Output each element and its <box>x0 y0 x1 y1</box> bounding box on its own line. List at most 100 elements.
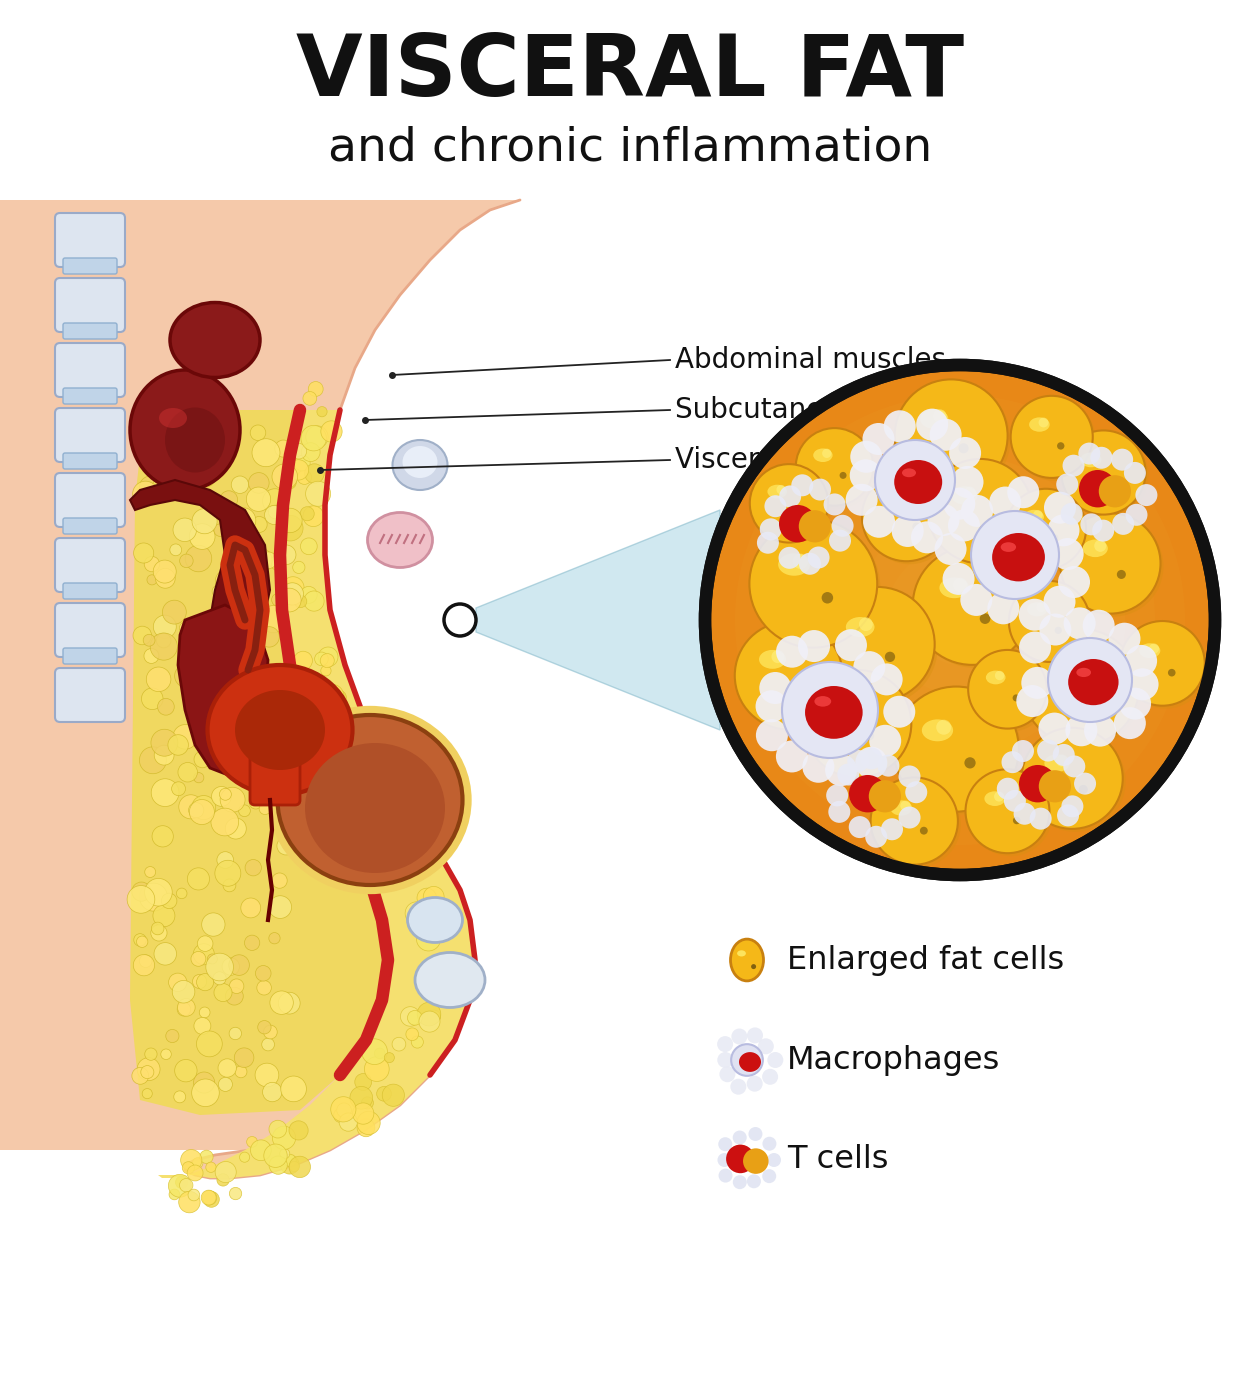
Circle shape <box>212 585 224 598</box>
Circle shape <box>948 510 980 542</box>
Circle shape <box>772 651 784 663</box>
Circle shape <box>835 630 867 662</box>
Ellipse shape <box>759 651 786 669</box>
Circle shape <box>937 720 952 735</box>
Circle shape <box>1126 645 1157 677</box>
Circle shape <box>303 506 324 527</box>
Circle shape <box>279 1148 290 1159</box>
Circle shape <box>850 441 883 473</box>
Circle shape <box>332 742 356 766</box>
Circle shape <box>320 653 335 667</box>
Circle shape <box>249 796 262 809</box>
Circle shape <box>290 1156 311 1177</box>
Circle shape <box>259 606 287 632</box>
Circle shape <box>1064 755 1085 777</box>
Circle shape <box>300 587 317 603</box>
Circle shape <box>1117 570 1126 580</box>
Circle shape <box>217 852 234 869</box>
FancyBboxPatch shape <box>55 538 125 592</box>
Circle shape <box>263 1026 277 1038</box>
Circle shape <box>1039 713 1070 745</box>
Circle shape <box>172 518 196 542</box>
Circle shape <box>428 912 448 931</box>
Circle shape <box>215 860 240 887</box>
Circle shape <box>283 1154 296 1166</box>
Circle shape <box>966 769 1050 853</box>
Circle shape <box>262 1038 274 1051</box>
Ellipse shape <box>901 468 917 477</box>
Ellipse shape <box>1076 667 1092 677</box>
Circle shape <box>353 1102 374 1125</box>
Circle shape <box>257 980 272 995</box>
Ellipse shape <box>305 744 444 873</box>
Circle shape <box>179 1191 200 1213</box>
Circle shape <box>1061 795 1084 817</box>
Circle shape <box>949 436 981 468</box>
Circle shape <box>1040 613 1071 645</box>
Text: T cells: T cells <box>787 1144 889 1176</box>
Circle shape <box>269 895 292 919</box>
Circle shape <box>144 649 159 663</box>
FancyBboxPatch shape <box>55 278 125 332</box>
Circle shape <box>303 392 317 406</box>
Circle shape <box>850 459 881 491</box>
Circle shape <box>215 1162 237 1183</box>
Circle shape <box>767 1152 781 1168</box>
Circle shape <box>189 799 214 824</box>
Circle shape <box>258 1020 271 1034</box>
Circle shape <box>175 1176 188 1188</box>
Circle shape <box>147 575 157 585</box>
Circle shape <box>807 546 830 569</box>
Circle shape <box>252 696 272 716</box>
Circle shape <box>331 1097 356 1122</box>
Circle shape <box>161 1049 171 1059</box>
Circle shape <box>987 592 1020 624</box>
Circle shape <box>272 1126 296 1150</box>
Circle shape <box>178 1002 190 1016</box>
Circle shape <box>1078 442 1100 464</box>
Circle shape <box>247 1137 258 1147</box>
Circle shape <box>755 719 788 751</box>
Circle shape <box>400 1006 421 1026</box>
Circle shape <box>321 719 336 735</box>
Circle shape <box>1012 739 1034 762</box>
Circle shape <box>1058 566 1090 598</box>
Circle shape <box>792 474 813 496</box>
Circle shape <box>208 954 218 963</box>
Circle shape <box>782 662 878 758</box>
Circle shape <box>171 781 185 795</box>
Circle shape <box>1099 475 1131 507</box>
Circle shape <box>152 905 175 927</box>
Circle shape <box>899 766 920 788</box>
Circle shape <box>1025 731 1126 831</box>
Circle shape <box>189 524 215 549</box>
Circle shape <box>154 616 176 638</box>
Circle shape <box>898 382 1011 495</box>
Circle shape <box>166 1030 179 1042</box>
Circle shape <box>144 634 155 646</box>
Circle shape <box>191 951 205 966</box>
Ellipse shape <box>805 687 862 739</box>
Circle shape <box>1013 399 1095 481</box>
Circle shape <box>146 667 171 692</box>
Circle shape <box>212 808 239 835</box>
Circle shape <box>847 751 869 771</box>
Circle shape <box>155 455 176 475</box>
Circle shape <box>767 1052 783 1068</box>
Circle shape <box>429 974 446 991</box>
Circle shape <box>335 713 347 726</box>
Circle shape <box>762 1169 777 1183</box>
Circle shape <box>332 714 344 726</box>
Circle shape <box>219 788 232 801</box>
Circle shape <box>317 406 327 417</box>
Circle shape <box>154 942 176 965</box>
Circle shape <box>758 1038 774 1054</box>
Circle shape <box>339 1113 358 1131</box>
Circle shape <box>753 467 831 545</box>
FancyBboxPatch shape <box>63 582 117 599</box>
Ellipse shape <box>1139 644 1161 657</box>
Circle shape <box>1039 417 1049 428</box>
Ellipse shape <box>415 952 485 1008</box>
Circle shape <box>268 505 282 518</box>
Circle shape <box>759 518 782 541</box>
